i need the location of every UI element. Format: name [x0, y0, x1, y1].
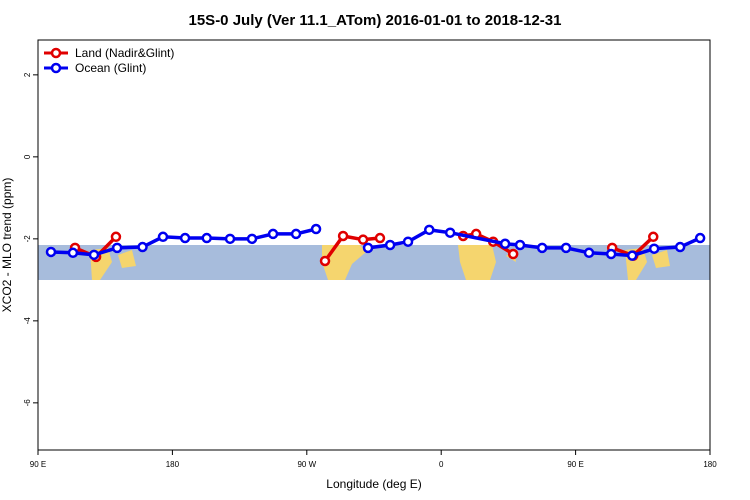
- x-tick-label: 180: [166, 460, 180, 469]
- data-point: [246, 233, 258, 245]
- data-point: [626, 250, 638, 261]
- map-strip: [38, 245, 710, 280]
- data-point: [560, 242, 572, 254]
- x-tick-label: 90 W: [297, 460, 316, 469]
- data-point: [110, 231, 122, 243]
- y-tick-label: 0: [23, 154, 32, 159]
- data-point: [224, 233, 236, 245]
- legend-label: Ocean (Glint): [75, 61, 146, 75]
- data-point: [337, 230, 349, 242]
- data-point: [88, 249, 100, 261]
- x-tick-label: 90 E: [30, 460, 46, 469]
- y-tick-label: -6: [23, 399, 32, 407]
- data-point: [67, 247, 79, 259]
- data-point: [201, 232, 212, 244]
- data-point: [137, 241, 148, 253]
- data-point: [605, 248, 617, 260]
- map-ocean: [38, 245, 710, 280]
- x-axis-label: Longitude (deg E): [326, 477, 421, 491]
- x-tick-label: 0: [439, 460, 444, 469]
- chart-title: 15S-0 July (Ver 11.1_ATom) 2016-01-01 to…: [189, 12, 562, 29]
- map-land: [322, 245, 366, 280]
- data-point: [45, 246, 57, 258]
- data-point: [357, 234, 369, 245]
- data-point: [499, 238, 511, 250]
- data-point: [648, 231, 659, 243]
- map-land: [652, 250, 670, 268]
- y-tick-label: -2: [23, 235, 32, 243]
- data-point: [319, 255, 331, 267]
- data-point: [374, 232, 386, 244]
- legend-swatch: [50, 62, 62, 74]
- data-point: [179, 232, 191, 244]
- data-point: [507, 248, 519, 260]
- plot-frame: [37, 39, 711, 451]
- data-point: [157, 231, 169, 243]
- legend-swatch: [50, 47, 62, 59]
- data-point: [362, 242, 374, 254]
- data-point: [648, 243, 660, 254]
- y-tick-label: 2: [23, 72, 32, 77]
- data-point: [310, 223, 322, 235]
- legend-label: Land (Nadir&Glint): [75, 46, 174, 60]
- data-point: [583, 247, 595, 259]
- data-point: [267, 228, 279, 240]
- map-land: [118, 250, 136, 268]
- data-point: [111, 242, 123, 254]
- data-point: [674, 241, 686, 253]
- data-point: [384, 239, 396, 251]
- data-point: [424, 224, 435, 236]
- data-point: [536, 242, 548, 254]
- x-tick-label: 180: [703, 460, 717, 469]
- y-axis-label: XCO2 - MLO trend (ppm): [0, 178, 14, 313]
- map-land: [458, 245, 496, 280]
- data-point: [514, 239, 526, 251]
- x-tick-label: 90 E: [567, 460, 583, 469]
- data-point: [290, 228, 302, 240]
- data-point: [402, 236, 414, 247]
- y-tick-label: -4: [23, 317, 32, 325]
- data-point: [444, 227, 456, 238]
- data-point: [694, 232, 706, 244]
